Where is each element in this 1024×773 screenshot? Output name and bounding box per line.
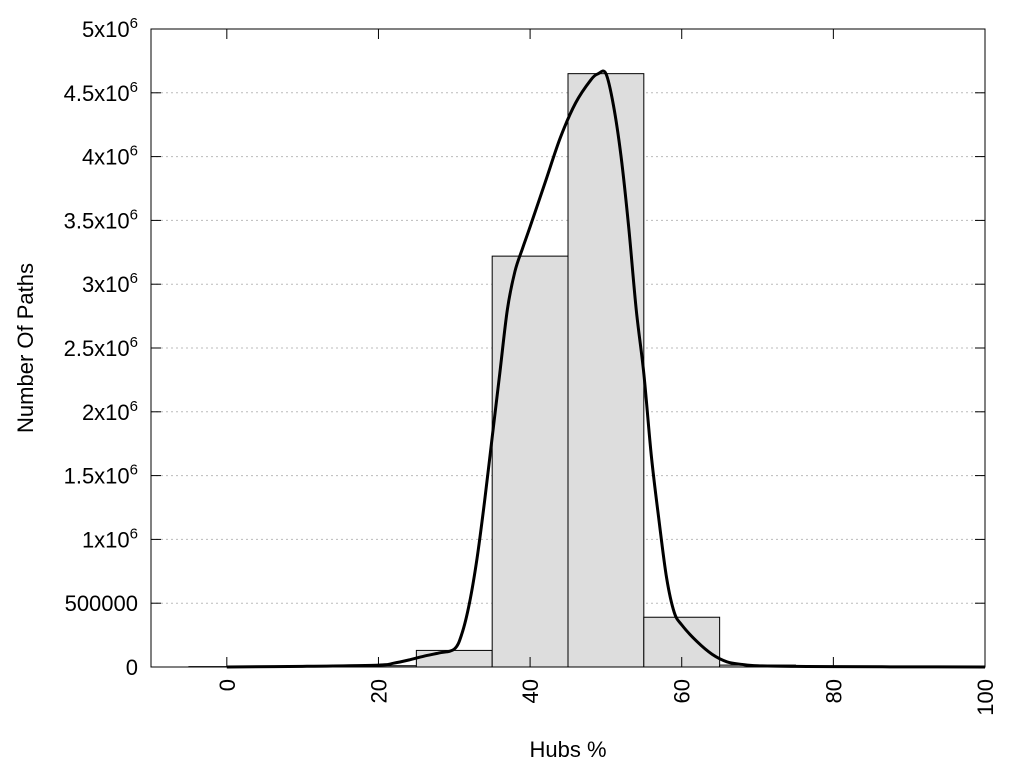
y-axis-label: Number Of Paths bbox=[13, 263, 38, 433]
histogram-bar bbox=[416, 650, 492, 667]
y-tick-label: 4x106 bbox=[82, 143, 138, 170]
y-tick-label: 2.5x106 bbox=[64, 334, 138, 361]
histogram-bar bbox=[568, 74, 644, 667]
y-tick-label: 2x106 bbox=[82, 398, 138, 425]
y-tick-label: 3.5x106 bbox=[64, 206, 138, 233]
y-tick-label: 0 bbox=[126, 655, 138, 680]
y-tick-label: 5x106 bbox=[82, 15, 138, 42]
x-tick-label: 60 bbox=[670, 679, 695, 703]
histogram-bars bbox=[189, 74, 985, 667]
histogram-bar bbox=[492, 256, 568, 667]
x-tick-label: 100 bbox=[973, 679, 998, 716]
x-tick-label: 0 bbox=[215, 679, 240, 691]
y-tick-label: 1.5x106 bbox=[64, 462, 138, 489]
x-tick-label: 80 bbox=[821, 679, 846, 703]
y-tick-label: 500000 bbox=[65, 591, 138, 616]
y-tick-label: 3x106 bbox=[82, 270, 138, 297]
y-tick-label: 4.5x106 bbox=[64, 79, 138, 106]
x-tick-label: 20 bbox=[366, 679, 391, 703]
y-tick-label: 1x106 bbox=[82, 525, 138, 552]
x-axis-label: Hubs % bbox=[529, 737, 606, 762]
x-tick-label: 40 bbox=[518, 679, 543, 703]
